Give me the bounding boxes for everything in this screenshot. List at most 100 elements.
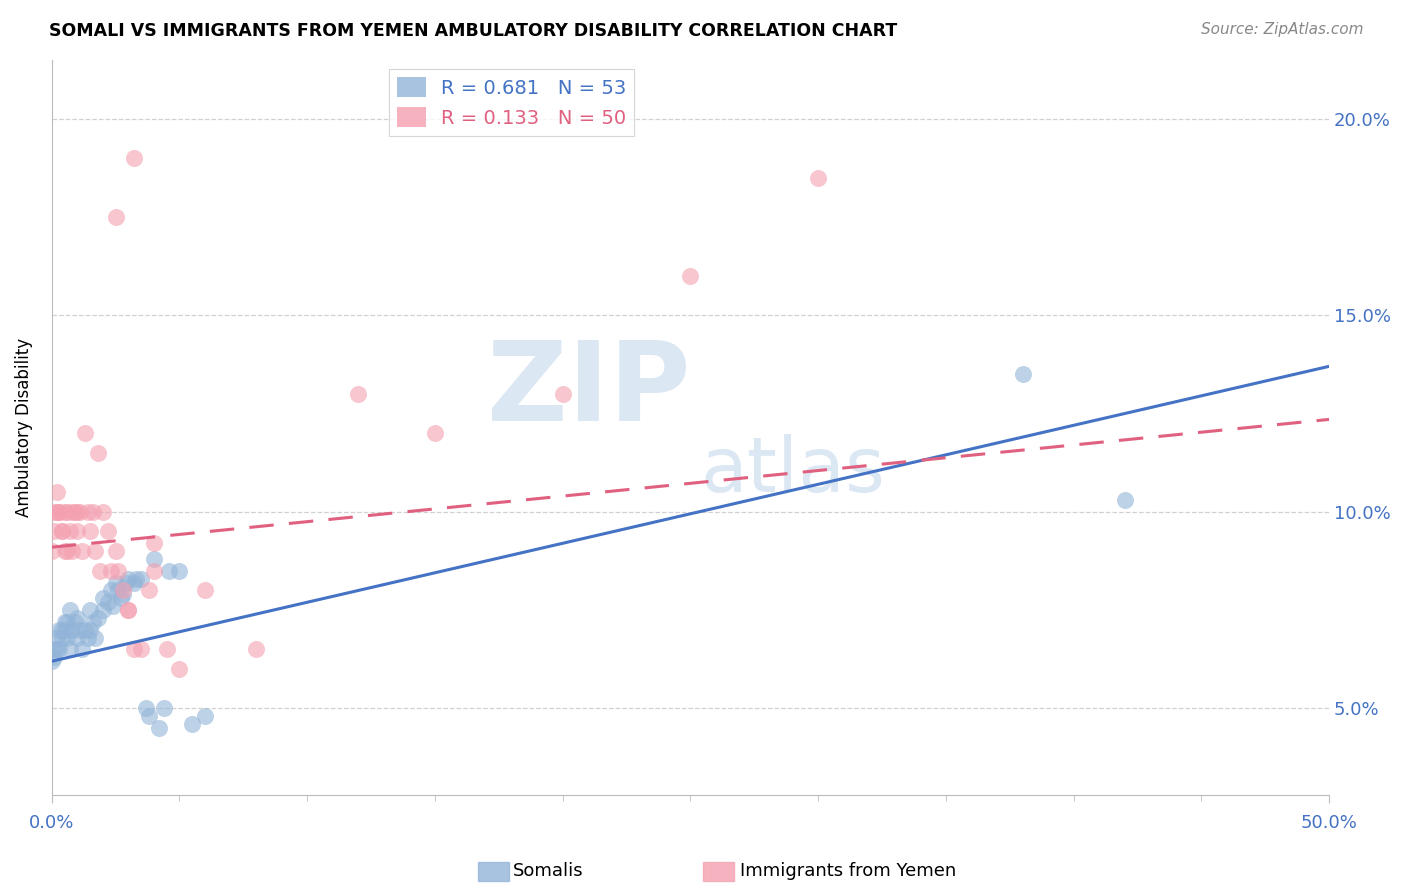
- Point: [97, 595, 120, 609]
- Y-axis label: Ambulatory Disability: Ambulatory Disability: [15, 338, 32, 516]
- Point: [551, 387, 574, 401]
- Point: [1114, 493, 1136, 508]
- Point: [87, 446, 110, 460]
- Point: [76, 631, 98, 645]
- Point: [82, 615, 104, 629]
- Point: [73, 426, 96, 441]
- Point: [41, 544, 63, 558]
- Point: [60, 623, 83, 637]
- Point: [117, 572, 139, 586]
- Point: [138, 583, 160, 598]
- Point: [117, 603, 139, 617]
- Point: [122, 642, 145, 657]
- Text: SOMALI VS IMMIGRANTS FROM YEMEN AMBULATORY DISABILITY CORRELATION CHART: SOMALI VS IMMIGRANTS FROM YEMEN AMBULATO…: [49, 22, 897, 40]
- Point: [169, 564, 191, 578]
- Point: [56, 615, 79, 629]
- Point: [45, 642, 67, 657]
- Point: [125, 572, 148, 586]
- Point: [51, 631, 73, 645]
- Point: [101, 599, 124, 614]
- Point: [53, 615, 76, 629]
- Point: [45, 485, 67, 500]
- Point: [48, 505, 70, 519]
- Point: [41, 654, 63, 668]
- Point: [72, 544, 94, 558]
- Point: [44, 650, 66, 665]
- Point: [129, 642, 152, 657]
- Point: [53, 544, 76, 558]
- Point: [157, 564, 180, 578]
- Point: [59, 603, 82, 617]
- Point: [97, 524, 120, 539]
- Point: [76, 505, 98, 519]
- Point: [91, 603, 114, 617]
- Point: [51, 623, 73, 637]
- Point: [135, 701, 157, 715]
- Point: [110, 591, 132, 606]
- Point: [63, 615, 86, 629]
- Point: [44, 505, 66, 519]
- Point: [347, 387, 370, 401]
- Point: [72, 642, 94, 657]
- Point: [73, 623, 96, 637]
- Point: [79, 524, 101, 539]
- Point: [66, 631, 89, 645]
- Point: [48, 642, 70, 657]
- Point: [1011, 367, 1033, 381]
- Point: [245, 642, 267, 657]
- Point: [112, 583, 135, 598]
- Text: ZIP: ZIP: [486, 337, 690, 444]
- Point: [122, 151, 145, 165]
- Point: [87, 611, 110, 625]
- Point: [91, 591, 114, 606]
- Point: [142, 564, 165, 578]
- Point: [63, 505, 86, 519]
- Point: [69, 505, 91, 519]
- Point: [138, 709, 160, 723]
- Point: [194, 709, 217, 723]
- Text: Immigrants from Yemen: Immigrants from Yemen: [740, 863, 956, 880]
- Point: [60, 505, 83, 519]
- Point: [107, 564, 129, 578]
- Point: [142, 536, 165, 550]
- Point: [84, 631, 107, 645]
- Point: [194, 583, 217, 598]
- Point: [51, 524, 73, 539]
- Point: [44, 524, 66, 539]
- Point: [48, 505, 70, 519]
- Legend: R = 0.681   N = 53, R = 0.133   N = 50: R = 0.681 N = 53, R = 0.133 N = 50: [389, 70, 634, 136]
- Point: [59, 524, 82, 539]
- Point: [148, 721, 170, 735]
- Point: [142, 552, 165, 566]
- Point: [56, 544, 79, 558]
- Point: [423, 426, 446, 441]
- Point: [104, 210, 127, 224]
- Point: [117, 603, 139, 617]
- Point: [44, 642, 66, 657]
- Point: [51, 524, 73, 539]
- Point: [169, 662, 191, 676]
- Point: [679, 268, 702, 283]
- Point: [79, 603, 101, 617]
- Point: [807, 170, 830, 185]
- Point: [115, 575, 138, 590]
- Point: [60, 544, 83, 558]
- Point: [112, 587, 135, 601]
- Point: [66, 611, 89, 625]
- Point: [66, 524, 89, 539]
- Point: [100, 583, 122, 598]
- Point: [104, 575, 127, 590]
- Point: [129, 572, 152, 586]
- Point: [156, 642, 179, 657]
- Point: [107, 583, 129, 598]
- Point: [56, 631, 79, 645]
- Point: [45, 505, 67, 519]
- Point: [104, 544, 127, 558]
- Point: [82, 505, 104, 519]
- Text: Source: ZipAtlas.com: Source: ZipAtlas.com: [1201, 22, 1364, 37]
- Text: atlas: atlas: [700, 434, 884, 508]
- Point: [122, 575, 145, 590]
- Point: [66, 505, 89, 519]
- Point: [56, 505, 79, 519]
- Point: [53, 623, 76, 637]
